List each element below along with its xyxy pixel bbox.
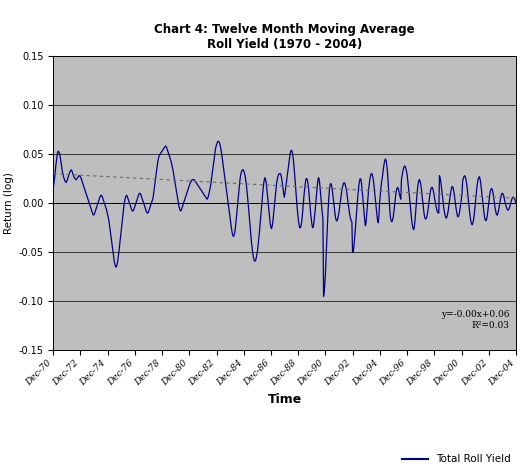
Legend: Total Roll Yield: Total Roll Yield [398,450,516,467]
Title: Chart 4: Twelve Month Moving Average
Roll Yield (1970 - 2004): Chart 4: Twelve Month Moving Average Rol… [154,23,415,51]
Y-axis label: Return (log): Return (log) [4,172,14,234]
X-axis label: Time: Time [268,393,302,405]
Text: y=-0.00x+0.06
R²=0.03: y=-0.00x+0.06 R²=0.03 [440,310,509,330]
